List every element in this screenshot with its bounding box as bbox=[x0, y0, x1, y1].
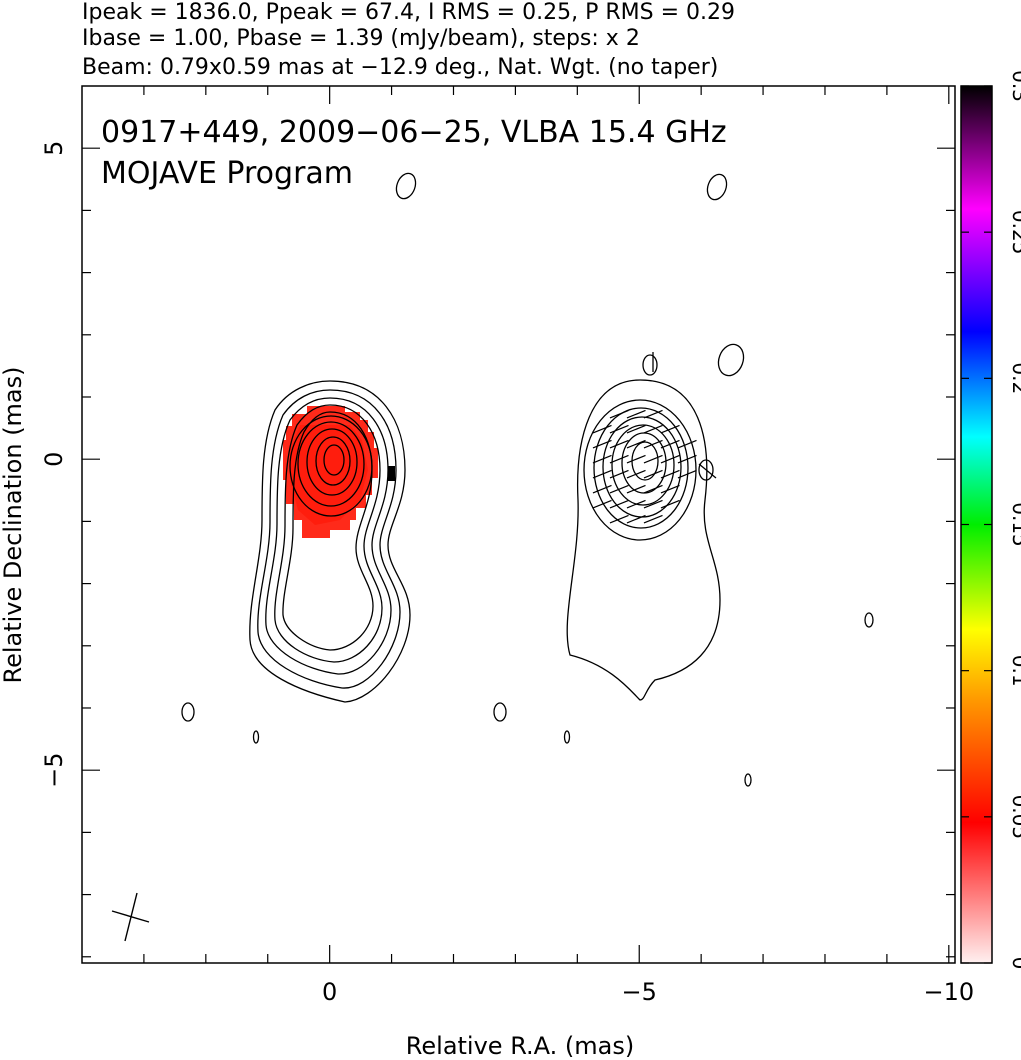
evpa-vector bbox=[592, 439, 612, 449]
colorbar-tick-label: 0.15 bbox=[1008, 502, 1021, 547]
header-line-1: Ipeak = 1836.0, Ppeak = 67.4, I RMS = 0.… bbox=[82, 0, 735, 25]
y-axis-label: Relative Declination (mas) bbox=[0, 366, 27, 683]
header-line-2: Ibase = 1.00, Pbase = 1.39 (mJy/beam), s… bbox=[82, 26, 640, 51]
axis-ticks bbox=[82, 86, 955, 963]
evpa-vector bbox=[626, 409, 646, 419]
colorbar-tick-label: 0.3 bbox=[1008, 70, 1021, 102]
beam-cross bbox=[111, 892, 150, 942]
x-tick-label: −5 bbox=[622, 978, 657, 1006]
x-tick-label: −10 bbox=[923, 978, 974, 1006]
evpa-vector bbox=[609, 499, 629, 509]
evpa-vector bbox=[592, 424, 612, 434]
evpa-vector bbox=[609, 514, 629, 524]
evpa-vector bbox=[643, 409, 663, 419]
evpa-vector bbox=[643, 439, 663, 449]
evpa-vector bbox=[609, 439, 629, 449]
evpa-vector bbox=[626, 469, 646, 479]
y-tick-label: 5 bbox=[40, 141, 68, 156]
evpa-vector bbox=[609, 469, 629, 479]
left-component-vector-mark bbox=[388, 466, 395, 481]
evpa-vector bbox=[626, 514, 646, 524]
evpa-vector bbox=[660, 484, 680, 494]
evpa-vector bbox=[609, 454, 629, 464]
evpa-vector bbox=[626, 484, 646, 494]
evpa-vector bbox=[677, 454, 697, 464]
evpa-vector bbox=[592, 469, 612, 479]
colorbar-tick-label: 0 bbox=[1008, 957, 1021, 970]
colorbar-tick-label: 0.1 bbox=[1008, 655, 1021, 687]
colorbar-ticks: 0 0.05 0.1 0.15 0.2 0.25 0.3 bbox=[961, 70, 1021, 969]
x-axis-label: Relative R.A. (mas) bbox=[406, 1032, 634, 1060]
evpa-vector bbox=[609, 409, 629, 419]
y-tick-label: 0 bbox=[40, 452, 68, 467]
evpa-vector bbox=[626, 499, 646, 509]
evpa-vector bbox=[626, 439, 646, 449]
evpa-vector bbox=[643, 514, 663, 524]
evpa-vector bbox=[609, 484, 629, 494]
evpa-vectors bbox=[592, 409, 697, 524]
evpa-vector bbox=[660, 499, 680, 509]
evpa-vector bbox=[643, 469, 663, 479]
evpa-vector bbox=[626, 454, 646, 464]
x-tick-labels: 0 −5 −10 bbox=[322, 978, 974, 1006]
evpa-vector bbox=[592, 454, 612, 464]
colorbar-tick-label: 0.05 bbox=[1008, 795, 1021, 840]
evpa-vector bbox=[643, 454, 663, 464]
evpa-vector bbox=[660, 454, 680, 464]
evpa-vector bbox=[626, 424, 646, 434]
evpa-vector bbox=[643, 484, 663, 494]
noise-contours bbox=[181, 172, 874, 787]
evpa-vector bbox=[592, 484, 612, 494]
evpa-vector bbox=[643, 424, 663, 434]
right-component-contours bbox=[566, 379, 721, 701]
evpa-vector bbox=[660, 469, 680, 479]
evpa-vector bbox=[660, 439, 680, 449]
header-line-3: Beam: 0.79x0.59 mas at −12.9 deg., Nat. … bbox=[82, 55, 718, 80]
colorbar-tick-label: 0.25 bbox=[1008, 210, 1021, 255]
program-annotation: MOJAVE Program bbox=[101, 156, 353, 191]
plot-frame bbox=[81, 85, 956, 964]
left-component-contours bbox=[249, 380, 411, 703]
evpa-vector bbox=[660, 424, 680, 434]
colorbar-tick-label: 0.2 bbox=[1008, 362, 1021, 394]
evpa-vector bbox=[609, 424, 629, 434]
evpa-vector bbox=[677, 469, 697, 479]
evpa-vector bbox=[592, 499, 612, 509]
evpa-vector bbox=[677, 439, 697, 449]
y-tick-labels: 5 0 −5 bbox=[40, 141, 68, 788]
evpa-vector bbox=[643, 499, 663, 509]
source-annotation: 0917+449, 2009−06−25, VLBA 15.4 GHz bbox=[101, 115, 727, 150]
y-tick-label: −5 bbox=[40, 752, 68, 787]
x-tick-label: 0 bbox=[322, 978, 337, 1006]
